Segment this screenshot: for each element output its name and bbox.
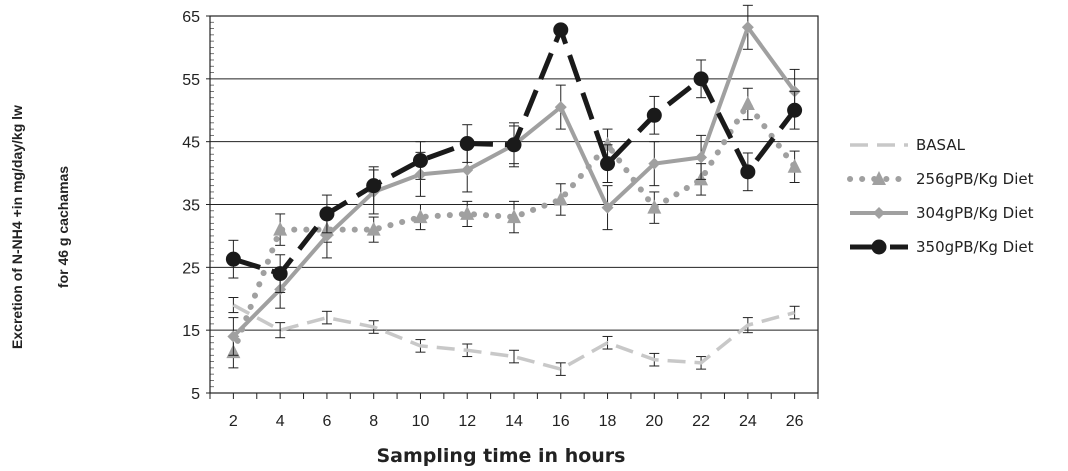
legend-entry: BASAL [850, 136, 966, 154]
data-point [553, 22, 569, 38]
legend-label: BASAL [916, 136, 966, 154]
data-point [412, 153, 428, 169]
data-point [506, 137, 522, 153]
x-axis-label: Sampling time in hours [376, 445, 625, 467]
y-tick-label: 35 [182, 198, 200, 215]
y-tick-label: 25 [182, 260, 200, 277]
data-point [225, 251, 241, 267]
x-tick-label: 14 [505, 413, 523, 430]
axes [206, 15, 819, 399]
series-350gpb-kg-diet [225, 22, 803, 293]
data-point [648, 157, 661, 170]
data-point [695, 151, 708, 164]
data-point [872, 171, 886, 185]
series-basal [228, 296, 800, 376]
y-tick-label: 15 [182, 323, 200, 340]
legend-label: 304gPB/Kg Diet [916, 204, 1034, 222]
series-layer [225, 4, 803, 376]
data-point [459, 136, 475, 152]
x-tick-label: 20 [645, 413, 663, 430]
series-304gpb-kg-diet [227, 4, 801, 356]
legend-label: 350gPB/Kg Diet [916, 238, 1034, 256]
legend-entry: 350gPB/Kg Diet [850, 238, 1034, 256]
series-line [232, 303, 796, 371]
x-tick-label: 6 [322, 413, 331, 430]
data-point [460, 205, 475, 220]
x-tick-label: 26 [786, 413, 804, 430]
y-axis-label-line1: Excretion of N-NH4 +in mg/day/kg lw [9, 105, 25, 349]
data-point [319, 206, 335, 222]
data-point [413, 209, 428, 224]
data-point [741, 21, 754, 34]
x-tick-label: 12 [458, 413, 476, 430]
legend-entry: 256gPB/Kg Diet [847, 170, 1034, 188]
data-point [740, 164, 756, 180]
data-point [787, 102, 803, 118]
data-point [740, 95, 755, 110]
data-point [873, 207, 885, 219]
x-tick-label: 8 [369, 413, 378, 430]
x-tick-label: 2 [229, 413, 238, 430]
data-point [366, 178, 382, 194]
data-point [507, 209, 521, 224]
x-tick-label: 10 [412, 413, 430, 430]
y-tick-label: 45 [182, 135, 200, 152]
data-point [227, 330, 240, 343]
gridlines [210, 15, 818, 331]
data-point [600, 156, 616, 172]
y-tick-label: 5 [191, 386, 200, 403]
y-tick-label: 55 [182, 72, 200, 89]
x-tick-label: 4 [276, 413, 285, 430]
legend: BASAL 256gPB/Kg Diet 304gPB/Kg Diet 350gPB/… [847, 136, 1034, 256]
series-line [231, 23, 797, 338]
data-point [787, 158, 802, 173]
data-point [554, 101, 567, 114]
y-axis-label-line2: for 46 g cachamas [55, 166, 71, 288]
data-point [647, 199, 662, 214]
legend-label: 256gPB/Kg Diet [916, 170, 1034, 188]
data-point [693, 71, 709, 87]
data-point [272, 266, 288, 282]
data-point [553, 191, 568, 206]
y-tick-label: 65 [182, 9, 200, 26]
data-point [366, 221, 381, 236]
x-tick-label: 24 [739, 413, 757, 430]
data-point [871, 239, 887, 255]
x-tick-label: 22 [692, 413, 710, 430]
data-point [461, 163, 474, 176]
data-point [601, 201, 614, 214]
legend-entry: 304gPB/Kg Diet [850, 204, 1034, 222]
data-point [273, 221, 288, 236]
data-point [646, 107, 662, 123]
x-tick-label: 18 [599, 413, 617, 430]
x-tick-label: 16 [552, 413, 570, 430]
